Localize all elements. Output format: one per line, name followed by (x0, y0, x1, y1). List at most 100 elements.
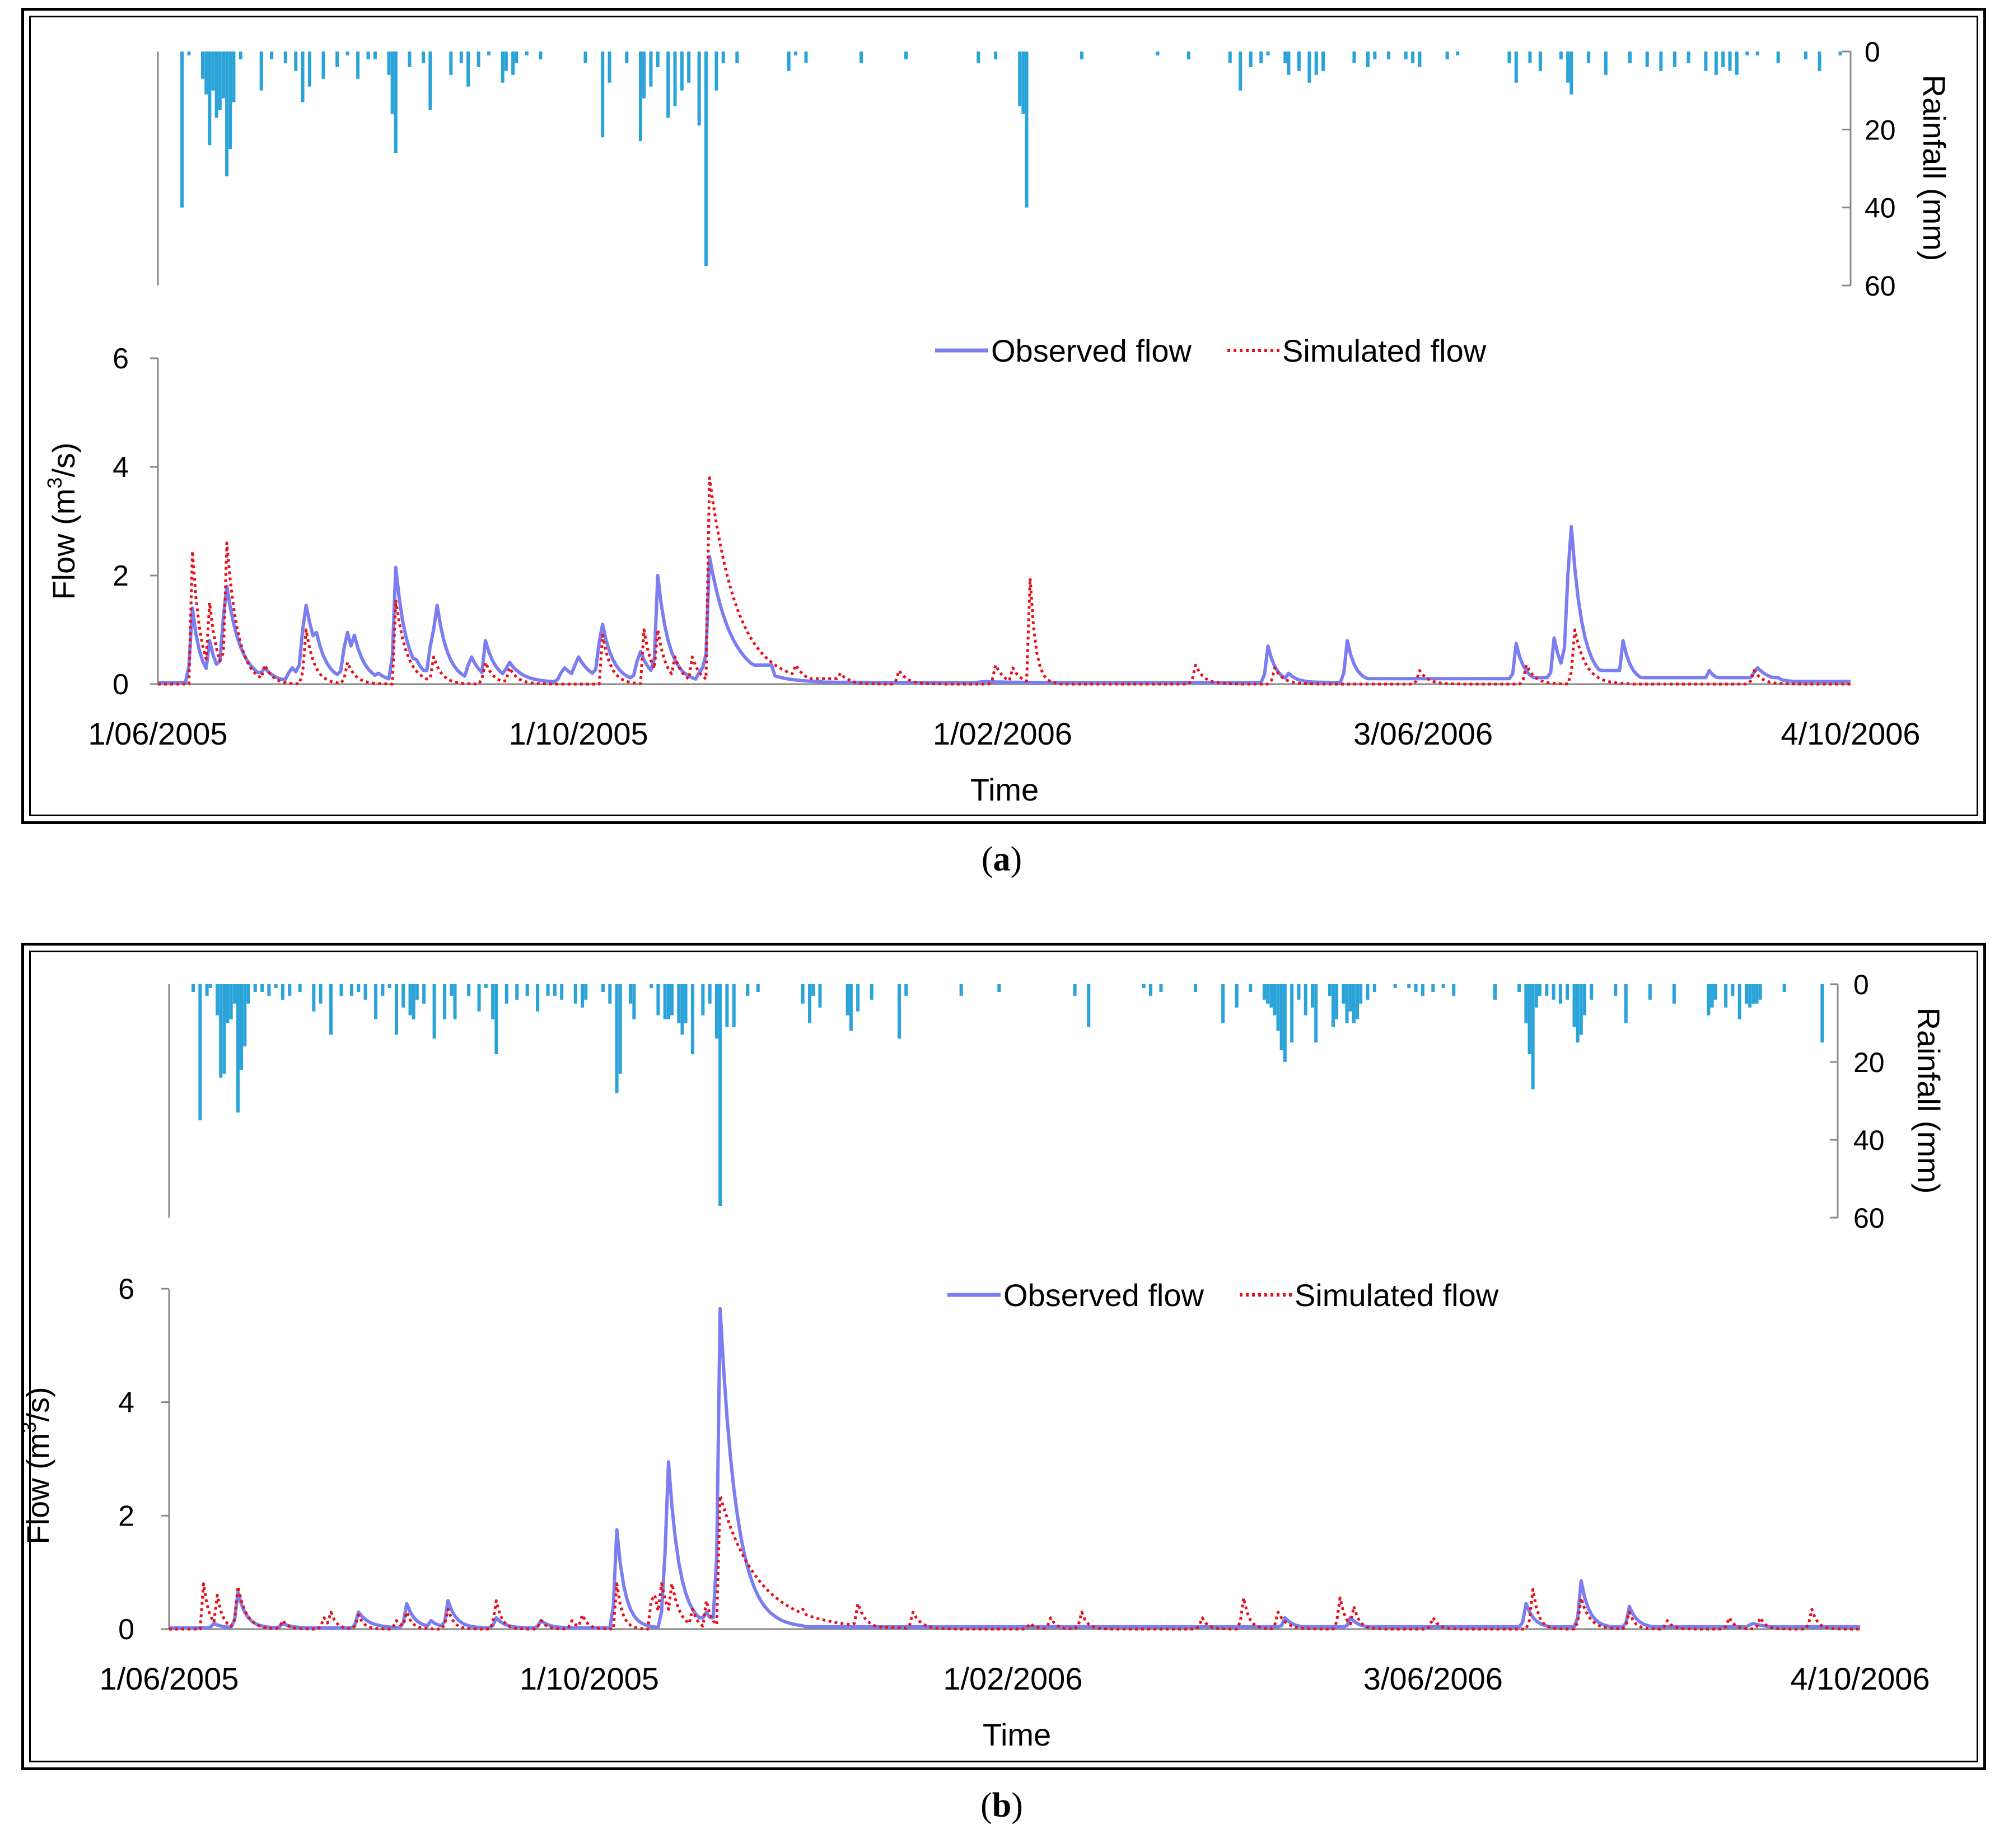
rainfall-bar (211, 52, 215, 91)
rainfall-bar (583, 52, 587, 63)
rainfall-bar (625, 52, 629, 63)
rainfall-bar (1713, 984, 1717, 1000)
rainfall-bar (1411, 52, 1415, 63)
rainfall-bar (794, 52, 798, 55)
rainfall-bar (339, 984, 343, 996)
rainfall-bar (904, 52, 908, 59)
rainfall-bar (666, 984, 670, 1019)
rainfall-bar (1493, 984, 1497, 1000)
rainfall-bar (1558, 984, 1562, 1004)
rainfall-bar (504, 984, 508, 1004)
rain-tick-label: 60 (1853, 1203, 1885, 1234)
rainfall-bar (1534, 984, 1538, 1008)
rainfall-bar (1728, 52, 1732, 71)
flow-axis-label-base-b: Flow (m (20, 1433, 55, 1545)
rainfall-bar (1018, 52, 1022, 106)
rainfall-bar (219, 984, 223, 1078)
rainfall-bar (1404, 52, 1408, 59)
rain-tick-label: 0 (1865, 36, 1880, 68)
rainfall-bar (1707, 984, 1711, 1016)
rainfall-bar (487, 52, 491, 55)
rainfall-bar (270, 52, 274, 59)
rainfall-bar (1307, 52, 1311, 83)
rainfall-bar (1087, 984, 1091, 1027)
legend-simulated-label-a: Simulated flow (1282, 333, 1487, 368)
rainfall-bar (246, 984, 250, 1004)
rainfall-bar (453, 984, 457, 1019)
rainfall-bar (1314, 52, 1318, 75)
x-tick-label: 1/02/2006 (933, 716, 1072, 751)
rainfall-bar (1314, 984, 1318, 1043)
rainfall-bar (422, 984, 426, 1004)
rainfall-bar (1645, 52, 1649, 67)
rainfall-bar (1366, 52, 1370, 67)
rainfall-bar (208, 984, 212, 988)
rainfall-bar (484, 984, 488, 988)
rainfall-bar (680, 984, 684, 1035)
rainfall-bar (687, 52, 691, 83)
rainfall-bar (1507, 52, 1511, 63)
rainfall-bar (666, 52, 670, 118)
flow-tick-label: 0 (118, 1613, 134, 1646)
flow-ticks-b: 0 2 4 6 (118, 1273, 169, 1646)
rainfall-bar (466, 52, 470, 87)
rainfall-bar (205, 984, 209, 996)
rainfall-bar (408, 52, 412, 67)
rainfall-bar (1714, 52, 1718, 75)
rainfall-bar (904, 984, 908, 996)
rainfall-bar (504, 52, 508, 71)
rainfall-axis-a: 0 20 40 60 Rainfall (mm) (157, 36, 1952, 302)
rainfall-bar (1283, 984, 1287, 1062)
rainfall-bar (345, 52, 349, 55)
rainfall-bar (1624, 984, 1628, 1023)
rainfall-bar (704, 52, 708, 266)
rainfall-bar (1587, 52, 1591, 63)
rainfall-bar (1782, 984, 1786, 992)
rainfall-bar (1266, 984, 1270, 1004)
rainfall-bar (1311, 984, 1315, 1008)
rain-tick-label: 40 (1853, 1125, 1885, 1156)
rainfall-bar (1628, 52, 1632, 63)
rainfall-bar (494, 984, 498, 1055)
rainfall-bar (1304, 984, 1307, 1016)
flow-axis-label-base-a: Flow (m (46, 489, 81, 600)
x-tick-label: 1/10/2005 (509, 716, 648, 751)
rain-tick-label: 0 (1853, 969, 1869, 1000)
rainfall-bar (312, 984, 316, 1012)
caption-a: (a) (981, 840, 1022, 878)
rainfall-bar (701, 984, 705, 1016)
rainfall-bar (1373, 52, 1377, 59)
rainfall-bar (1249, 984, 1253, 992)
caption-b-letter: b (992, 1786, 1012, 1824)
rain-tick-label: 40 (1865, 193, 1896, 224)
rainfall-bar (1566, 984, 1569, 1000)
rainfall-bar (608, 984, 612, 1004)
rainfall-bar (450, 984, 454, 996)
rainfall-bar (1287, 52, 1291, 75)
rainfall-bar (1414, 984, 1418, 992)
rainfall-bar (239, 52, 242, 59)
rainfall-bar (232, 984, 236, 1004)
rainfall-bar (236, 984, 240, 1113)
rainfall-bar (1352, 52, 1356, 63)
flow-tick-label: 2 (118, 1500, 134, 1532)
rainfall-bar (732, 984, 736, 1027)
rainfall-bar (1531, 984, 1535, 1089)
rainfall-bar (243, 984, 247, 1047)
rainfall-bar (1193, 984, 1197, 992)
rainfall-bar (1235, 984, 1239, 1008)
flow-axis-label-sup-b: 3 (17, 1422, 40, 1433)
rain-ticks-b: 0 20 40 60 (1830, 969, 1885, 1234)
rainfall-bar (373, 52, 377, 59)
rainfall-bar (1528, 52, 1532, 63)
rainfall-bar (1673, 52, 1677, 67)
flow-axis-b: 0 2 4 6 Flow (m3/s) 1/06/2005 1/10/2005 1/02/… (17, 1273, 1930, 1752)
rainfall-bar (629, 984, 633, 1004)
legend-b: Observed flow Simulated flow (947, 1278, 1499, 1313)
caption-a-letter: a (993, 840, 1011, 878)
rainfall-bar (288, 984, 292, 996)
rainfall-bar (1186, 52, 1190, 59)
rainfall-bar (1524, 984, 1528, 1023)
rainfall-bar (214, 52, 218, 118)
rainfall-bar (1545, 984, 1549, 996)
